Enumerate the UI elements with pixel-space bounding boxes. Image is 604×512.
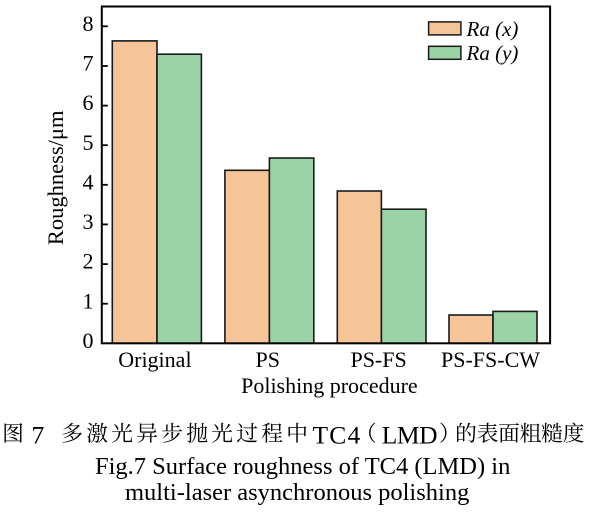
svg-text:TC4: TC4 xyxy=(313,421,362,450)
svg-text:Ra (x): Ra (x) xyxy=(466,17,519,41)
svg-text:PS: PS xyxy=(256,347,280,372)
svg-text:Fig.7 Surface roughness of TC4: Fig.7 Surface roughness of TC4 (LMD) in xyxy=(95,453,510,480)
svg-text:Roughness/μm: Roughness/μm xyxy=(43,110,68,245)
svg-text:PS-FS-CW: PS-FS-CW xyxy=(441,347,540,372)
svg-text:2: 2 xyxy=(83,249,94,274)
svg-text:5: 5 xyxy=(83,130,94,155)
svg-text:PS-FS: PS-FS xyxy=(350,347,406,372)
svg-text:0: 0 xyxy=(83,328,94,353)
svg-text:Ra (y): Ra (y) xyxy=(466,41,519,65)
svg-text:7: 7 xyxy=(32,421,45,450)
svg-text:4: 4 xyxy=(83,169,94,194)
svg-text:multi-laser asynchronous polis: multi-laser asynchronous polishing xyxy=(125,479,469,506)
svg-text:LMD: LMD xyxy=(382,421,437,450)
svg-text:6: 6 xyxy=(83,90,94,115)
svg-text:7: 7 xyxy=(83,51,94,76)
svg-text:Polishing procedure: Polishing procedure xyxy=(241,373,418,398)
svg-text:Original: Original xyxy=(118,347,191,372)
svg-text:3: 3 xyxy=(83,209,94,234)
svg-text:1: 1 xyxy=(83,288,94,313)
svg-text:8: 8 xyxy=(83,11,94,36)
